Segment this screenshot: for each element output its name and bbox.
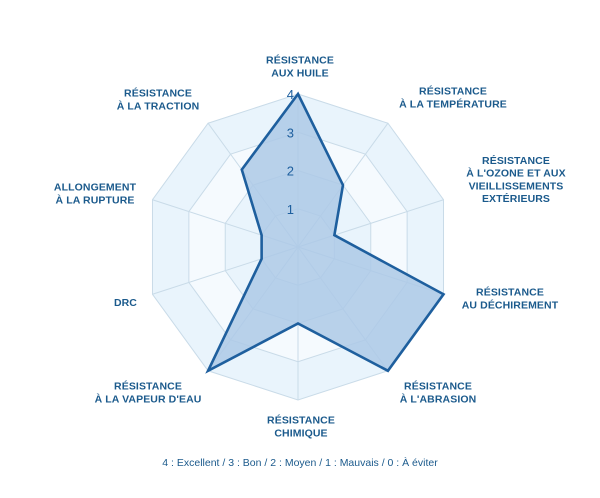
tick-labels: 1 2 3 4 bbox=[287, 87, 294, 217]
axis-label-7: DRC bbox=[114, 297, 137, 309]
axis-label-3-line-0: RÉSISTANCE bbox=[476, 286, 544, 299]
axis-label-6-line-0: RÉSISTANCE bbox=[114, 380, 182, 393]
axis-label-3: RÉSISTANCE AU DÉCHIREMENT bbox=[462, 286, 559, 312]
axis-label-2-line-2: VIEILLISSEMENTS bbox=[469, 180, 564, 192]
axis-label-2-line-1: À L'OZONE ET AUX bbox=[466, 167, 565, 180]
axis-label-2-line-3: EXTÉRIEURS bbox=[482, 192, 550, 205]
axis-label-0-line-1: AUX HUILE bbox=[271, 67, 329, 79]
axis-label-4-line-0: RÉSISTANCE bbox=[404, 380, 472, 393]
tick-label-2: 2 bbox=[287, 164, 294, 179]
tick-label-3: 3 bbox=[287, 125, 294, 140]
series bbox=[205, 91, 446, 374]
axis-label-7-line-0: DRC bbox=[114, 297, 137, 309]
axis-label-0-line-0: RÉSISTANCE bbox=[266, 54, 334, 67]
axis-label-5-line-0: RÉSISTANCE bbox=[267, 414, 335, 427]
axis-label-3-line-1: AU DÉCHIREMENT bbox=[462, 298, 559, 311]
axis-label-1-line-1: À LA TEMPÉRATURE bbox=[399, 97, 507, 110]
axis-label-8-line-1: À LA RUPTURE bbox=[56, 193, 135, 206]
axis-label-2: RÉSISTANCE À L'OZONE ET AUX VIEILLISSEMENT… bbox=[466, 154, 565, 205]
tick-label-4: 4 bbox=[287, 87, 294, 102]
axis-label-9-line-0: RÉSISTANCE bbox=[124, 87, 192, 100]
scale-legend: 4 : Excellent / 3 : Bon / 2 : Moyen / 1 … bbox=[162, 457, 438, 469]
axis-label-1: RÉSISTANCE À LA TEMPÉRATURE bbox=[399, 85, 507, 111]
axis-label-0: RÉSISTANCE AUX HUILE bbox=[266, 54, 334, 80]
axis-label-8-line-0: ALLONGEMENT bbox=[54, 182, 137, 194]
axis-label-6-line-1: À LA VAPEUR D'EAU bbox=[95, 392, 202, 405]
axis-label-9-line-1: À LA TRACTION bbox=[117, 99, 200, 112]
axis-label-9: RÉSISTANCE À LA TRACTION bbox=[117, 87, 200, 113]
axis-label-8: ALLONGEMENT À LA RUPTURE bbox=[54, 182, 137, 207]
axis-label-1-line-0: RÉSISTANCE bbox=[419, 85, 487, 98]
axis-label-6: RÉSISTANCE À LA VAPEUR D'EAU bbox=[95, 380, 202, 406]
tick-label-1: 1 bbox=[287, 202, 294, 217]
axis-label-5: RÉSISTANCE CHIMIQUE bbox=[267, 414, 335, 440]
axis-label-5-line-1: CHIMIQUE bbox=[274, 427, 327, 439]
axis-label-4-line-1: À L'ABRASION bbox=[400, 392, 477, 405]
axis-label-2-line-0: RÉSISTANCE bbox=[482, 154, 550, 167]
series-area bbox=[205, 91, 446, 374]
axis-label-4: RÉSISTANCE À L'ABRASION bbox=[400, 380, 477, 406]
